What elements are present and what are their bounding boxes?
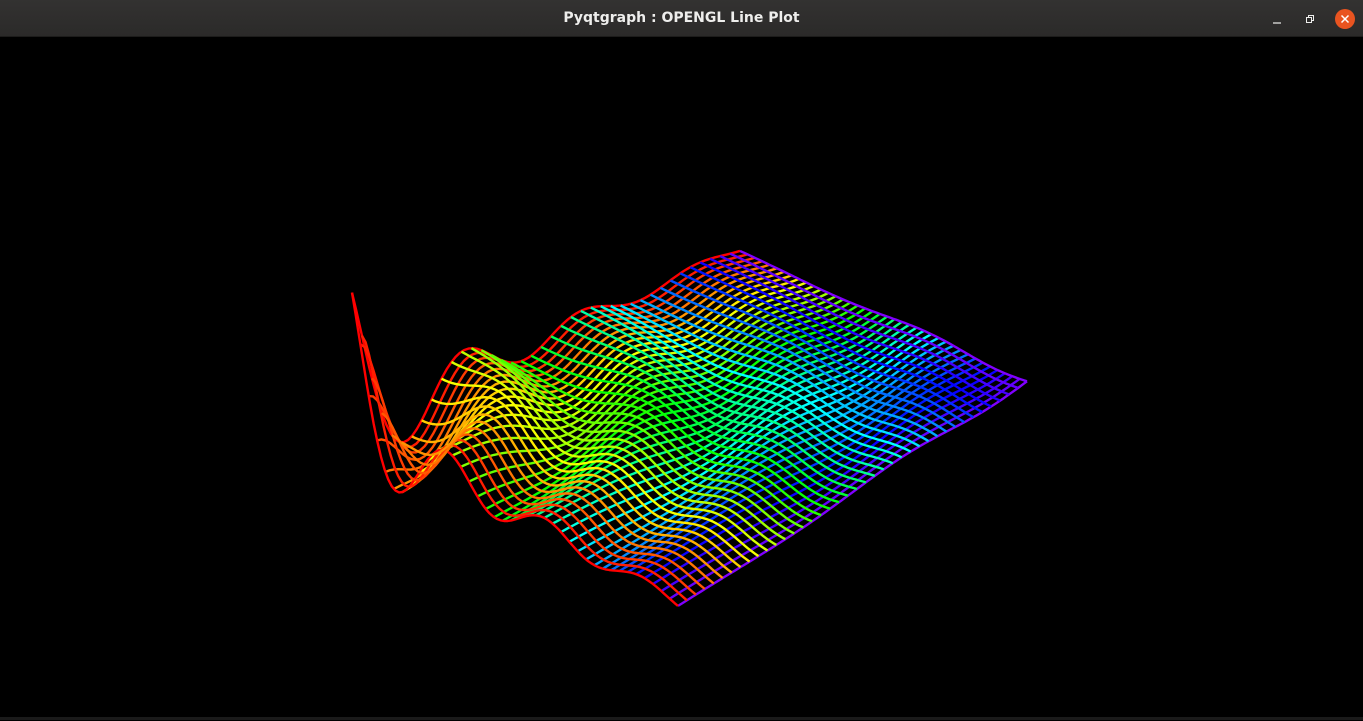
plot-line-a [476, 301, 852, 498]
plot-line-b [360, 335, 688, 602]
plot-line-b [411, 413, 733, 574]
title-bar[interactable]: Pyqtgraph : OPENGL Line Plot [0, 0, 1363, 37]
plot-line-a [468, 298, 844, 483]
plot-line-a [359, 253, 748, 448]
plot-line-a [668, 377, 1021, 600]
plot-line-b [630, 302, 930, 443]
plot-line-a [635, 365, 991, 576]
plot-line-b [350, 292, 679, 607]
plot-line-b [440, 377, 760, 558]
plot-line-b [699, 261, 992, 408]
plot-line-b [560, 324, 867, 484]
plot-line-a [677, 380, 1028, 607]
plot-line-a [384, 263, 770, 474]
plot-line-a [376, 260, 763, 461]
plot-line-a [652, 372, 1006, 586]
plot-line-a [493, 307, 866, 519]
plot-line-a [602, 348, 962, 570]
plot-line-b [709, 257, 1001, 402]
plot-line-b [520, 360, 831, 510]
plot-line-b [580, 309, 885, 471]
plot-line-a [368, 256, 756, 454]
plot-line-b [450, 360, 769, 552]
plot-line-b [679, 272, 974, 419]
plot-line-b [659, 286, 957, 428]
plot-line-b [490, 353, 804, 529]
plot-line-b [620, 304, 921, 448]
maximize-button[interactable] [1300, 9, 1320, 29]
plot-line-b [610, 304, 912, 453]
plot-line-b [739, 249, 1028, 383]
plot-line-b [500, 358, 813, 523]
plot-line-a [485, 304, 859, 511]
plot-line-b [649, 293, 948, 433]
plot-line-b [590, 306, 894, 465]
plot-line-b [391, 427, 715, 585]
plot-line-b [381, 412, 706, 590]
plot-line-a [643, 368, 999, 580]
plot-line-b [401, 420, 724, 579]
plot-line-b [421, 405, 742, 569]
plot-line-b [550, 335, 858, 491]
plot-line-a [451, 291, 829, 457]
plot-line-a [409, 274, 792, 487]
plot-line-a [627, 361, 984, 574]
plot-line-b [431, 396, 751, 563]
plot-line-a [585, 340, 947, 561]
close-button[interactable] [1335, 9, 1355, 29]
line-plot-3d [350, 249, 1028, 607]
plot-line-b [540, 345, 849, 497]
restore-icon [1306, 15, 1314, 23]
plot-line-a [393, 267, 778, 491]
plot-line-b [480, 349, 795, 535]
plot-line-a [568, 333, 932, 543]
plot-line-a [560, 329, 925, 534]
plot-line-b [460, 350, 777, 546]
plot-line-b [370, 377, 697, 596]
plot-line-a [510, 312, 881, 522]
plot-line-b [689, 266, 983, 414]
plot-line-b [669, 279, 966, 424]
minimize-button[interactable] [1267, 9, 1287, 29]
plot-line-a [526, 318, 896, 517]
plot-line-b [639, 299, 939, 438]
plot-line-b [510, 361, 822, 517]
plot-line-a [610, 353, 969, 572]
plot-line-b [719, 255, 1010, 396]
plot-line-a [501, 310, 874, 522]
plot-line-a [618, 357, 977, 573]
plot-line-b [570, 315, 876, 477]
plot-line-a [426, 281, 807, 462]
plot-line-a [401, 270, 785, 494]
plot-line-a [350, 249, 741, 444]
plot-line-a [577, 336, 940, 553]
plot-line-a [593, 344, 954, 567]
plot-line-a [518, 315, 888, 520]
plot-line-a [418, 277, 800, 474]
close-icon [1340, 14, 1350, 24]
plot-line-b [600, 305, 903, 459]
plot-line-a [660, 375, 1013, 593]
plot-line-a [543, 323, 910, 519]
plot-line-a [435, 284, 815, 453]
plot-line-a [535, 320, 903, 517]
plot-line-a [443, 288, 822, 452]
window-bottom-border [0, 717, 1363, 720]
plot-line-b [729, 252, 1019, 390]
plot-line-b [530, 354, 840, 504]
minimize-icon [1273, 22, 1281, 24]
gl-view-widget[interactable] [0, 37, 1363, 717]
plot-line-a [552, 326, 918, 525]
window-title: Pyqtgraph : OPENGL Line Plot [563, 10, 800, 26]
plot-line-a [460, 295, 837, 468]
plot-line-b [470, 347, 786, 541]
